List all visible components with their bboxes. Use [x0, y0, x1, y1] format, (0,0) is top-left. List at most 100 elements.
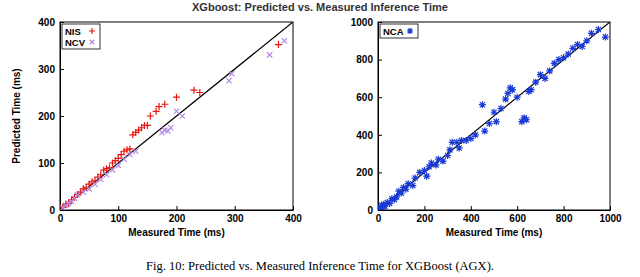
tick-mark: [177, 206, 178, 210]
legend-marker: [407, 28, 413, 34]
series: [60, 41, 282, 210]
tick-label: 400: [38, 17, 55, 28]
point: [481, 128, 488, 135]
point: [456, 144, 463, 151]
tick-label: 800: [356, 54, 373, 65]
point: [446, 146, 453, 153]
legend-label: NCV: [65, 37, 86, 48]
tick-label: 0: [376, 213, 382, 224]
reference-line: [378, 22, 610, 210]
tick-label: 400: [463, 213, 480, 224]
point: [439, 158, 446, 165]
point: [509, 86, 516, 93]
point: [560, 54, 567, 61]
tick-label: 200: [169, 213, 186, 224]
point: [161, 101, 168, 108]
point: [98, 177, 103, 182]
point: [532, 79, 539, 86]
point: [602, 34, 609, 41]
tick: 200: [169, 206, 186, 224]
point: [104, 172, 109, 177]
title: XGboost: Predicted vs. Measured Inferenc…: [192, 1, 448, 13]
point: [81, 190, 86, 195]
point: [528, 86, 535, 93]
tick: 800: [556, 206, 573, 224]
point: [116, 163, 121, 168]
point: [423, 173, 430, 180]
point: [412, 175, 419, 182]
point: [196, 89, 203, 96]
tick-label: 0: [367, 205, 373, 216]
tick-label: 1000: [599, 213, 622, 224]
tick-label: 200: [38, 111, 55, 122]
tick-label: 0: [49, 205, 55, 216]
legend-marker: [90, 40, 95, 45]
point: [523, 116, 530, 123]
point: [282, 38, 287, 43]
reference-line: [60, 22, 293, 210]
point: [229, 71, 234, 76]
point: [121, 157, 126, 162]
marks: [378, 22, 610, 210]
tick-mark: [60, 69, 64, 70]
tick-label: 200: [417, 213, 434, 224]
legend-label: NIS: [65, 26, 81, 37]
tick-mark: [378, 172, 382, 173]
tick-mark: [118, 206, 119, 210]
point: [226, 78, 231, 83]
point: [180, 113, 185, 118]
point: [569, 45, 576, 52]
tick-mark: [517, 206, 518, 210]
tick-mark: [564, 206, 565, 210]
legend-marker: [89, 28, 95, 34]
x-axis-title: Measured Time (ms): [446, 227, 543, 238]
tick-mark: [378, 135, 382, 136]
tick-mark: [235, 206, 236, 210]
point: [174, 109, 179, 114]
plot-frame: [378, 22, 610, 210]
point: [110, 167, 115, 172]
tick-label: 1000: [351, 17, 374, 28]
point: [537, 71, 544, 78]
point: [486, 120, 493, 127]
point: [147, 113, 154, 120]
point: [144, 122, 151, 129]
tick: 300: [227, 206, 244, 224]
point: [87, 186, 92, 191]
tick-mark: [424, 206, 425, 210]
tick-label: 400: [285, 213, 302, 224]
x-axis-title: Measured Time (ms): [128, 227, 225, 238]
legend-box: [62, 24, 100, 49]
point: [479, 101, 486, 108]
point: [92, 182, 97, 187]
legend: NISNCV: [62, 24, 100, 49]
y-axis-title: Predicted Time (ms): [11, 68, 22, 163]
point: [546, 67, 553, 74]
marks: [60, 22, 293, 210]
tick-label: 800: [556, 213, 573, 224]
point: [173, 94, 180, 101]
tick-mark: [471, 206, 472, 210]
point: [588, 30, 595, 37]
tick-label: 400: [356, 130, 373, 141]
point: [275, 41, 282, 48]
point: [514, 94, 521, 101]
tick-label: 300: [227, 213, 244, 224]
tick-label: 0: [58, 213, 64, 224]
point: [551, 60, 558, 67]
tick: 400: [285, 206, 302, 224]
point: [127, 152, 132, 157]
tick-label: 300: [38, 64, 55, 75]
legend-label: NCA: [383, 26, 404, 37]
point: [491, 109, 498, 116]
plot: 01002003004000100200300400NISNCVMeasured…: [11, 17, 302, 238]
x-axis: 0 200 400 600 800 1000: [376, 206, 622, 224]
point: [126, 145, 133, 152]
tick: 600: [509, 206, 526, 224]
point: [472, 131, 479, 138]
y-axis: 02004006008001000: [351, 17, 382, 216]
figure: XGboost: Predicted vs. Measured Inferenc…: [0, 0, 640, 277]
point: [542, 75, 549, 82]
tick: 400: [463, 206, 480, 224]
legend-box: [380, 24, 418, 38]
